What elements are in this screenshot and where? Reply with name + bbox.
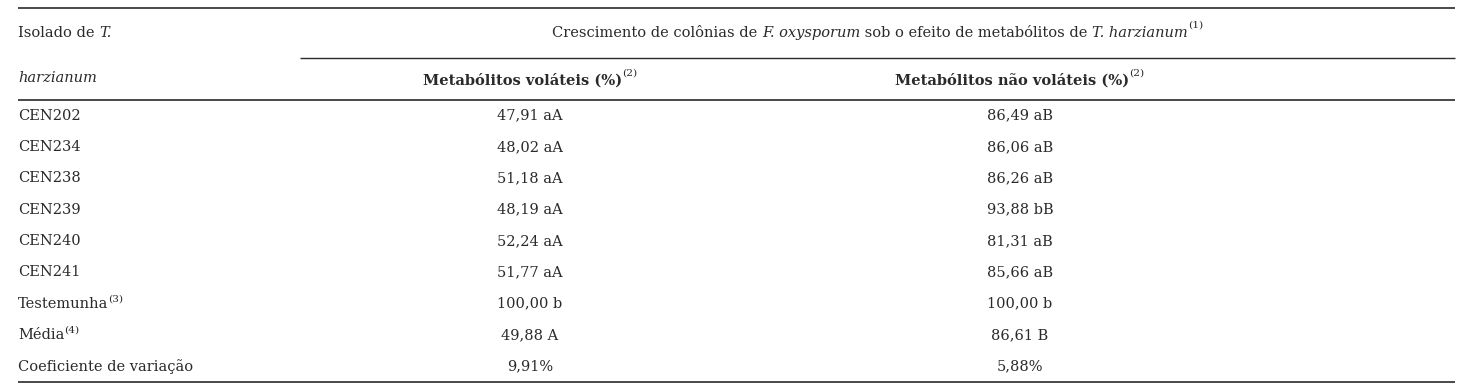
Text: T.: T. <box>98 26 112 40</box>
Text: CEN241: CEN241 <box>18 265 81 279</box>
Text: Metabólitos voláteis (%): Metabólitos voláteis (%) <box>423 73 622 87</box>
Text: 51,18 aA: 51,18 aA <box>497 171 563 185</box>
Text: 47,91 aA: 47,91 aA <box>497 109 563 123</box>
Text: 5,88%: 5,88% <box>997 359 1044 373</box>
Text: F. oxysporum: F. oxysporum <box>761 26 860 40</box>
Text: 81,31 aB: 81,31 aB <box>988 234 1053 248</box>
Text: Crescimento de colônias de: Crescimento de colônias de <box>553 26 761 40</box>
Text: (2): (2) <box>622 69 637 78</box>
Text: CEN202: CEN202 <box>18 109 81 123</box>
Text: 100,00 b: 100,00 b <box>988 297 1053 311</box>
Text: CEN238: CEN238 <box>18 171 81 185</box>
Text: CEN234: CEN234 <box>18 140 81 154</box>
Text: (2): (2) <box>1129 69 1145 78</box>
Text: harzianum: harzianum <box>18 71 97 85</box>
Text: 48,02 aA: 48,02 aA <box>497 140 563 154</box>
Text: T. harzianum: T. harzianum <box>1092 26 1188 40</box>
Text: (3): (3) <box>109 294 123 303</box>
Text: CEN240: CEN240 <box>18 234 81 248</box>
Text: Metabólitos não voláteis (%): Metabólitos não voláteis (%) <box>895 73 1129 87</box>
Text: (1): (1) <box>1188 21 1202 30</box>
Text: 85,66 aB: 85,66 aB <box>986 265 1053 279</box>
Text: 9,91%: 9,91% <box>507 359 553 373</box>
Text: 51,77 aA: 51,77 aA <box>497 265 563 279</box>
Text: Testemunha: Testemunha <box>18 297 109 311</box>
Text: 52,24 aA: 52,24 aA <box>497 234 563 248</box>
Text: 86,49 aB: 86,49 aB <box>986 109 1053 123</box>
Text: 86,06 aB: 86,06 aB <box>986 140 1053 154</box>
Text: Isolado de: Isolado de <box>18 26 98 40</box>
Text: (4): (4) <box>65 326 79 335</box>
Text: Média: Média <box>18 328 65 342</box>
Text: Coeficiente de variação: Coeficiente de variação <box>18 359 193 374</box>
Text: 48,19 aA: 48,19 aA <box>497 203 563 217</box>
Text: 86,61 B: 86,61 B <box>991 328 1048 342</box>
Text: 93,88 bB: 93,88 bB <box>986 203 1054 217</box>
Text: CEN239: CEN239 <box>18 203 81 217</box>
Text: 100,00 b: 100,00 b <box>497 297 563 311</box>
Text: 86,26 aB: 86,26 aB <box>986 171 1053 185</box>
Text: 49,88 A: 49,88 A <box>501 328 559 342</box>
Text: sob o efeito de metabólitos de: sob o efeito de metabólitos de <box>860 26 1092 40</box>
